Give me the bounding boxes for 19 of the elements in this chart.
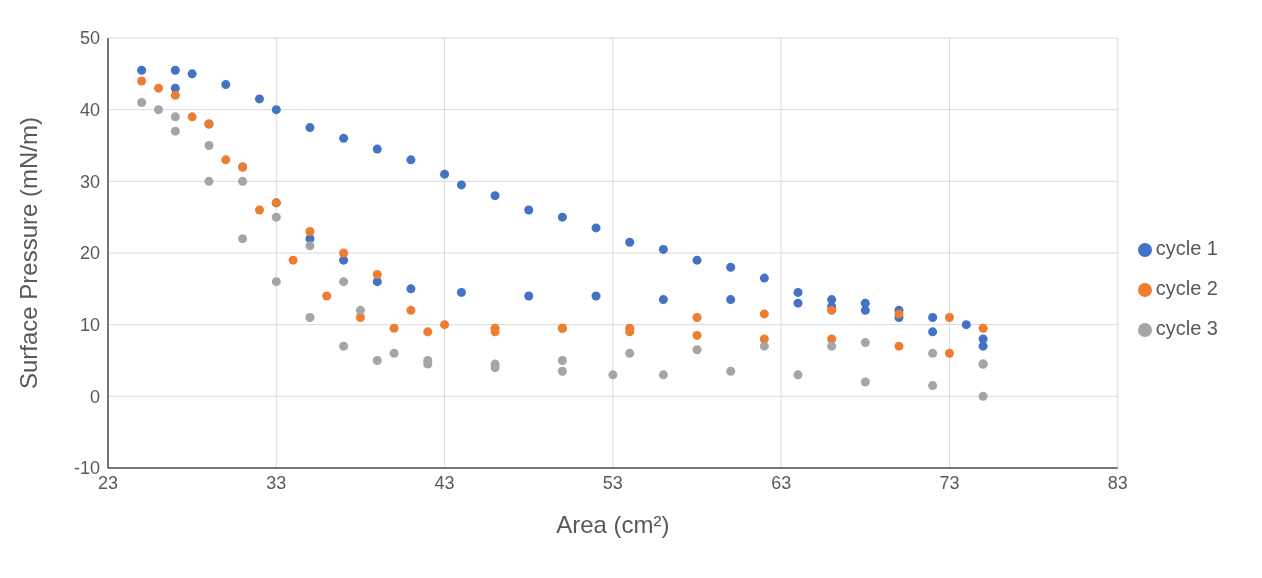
y-tick-label: 20 bbox=[79, 243, 100, 264]
y-tick-label: 50 bbox=[79, 28, 100, 49]
legend-label: cycle 1 bbox=[1155, 237, 1218, 259]
y-tick-label: 0 bbox=[89, 386, 100, 407]
y-tick-label: 30 bbox=[79, 171, 100, 192]
x-tick-label: 23 bbox=[97, 472, 119, 493]
x-axis-title: Area (cm²) bbox=[556, 511, 670, 538]
x-tick-label: 43 bbox=[434, 472, 455, 493]
y-tick-label: -10 bbox=[73, 458, 100, 479]
legend-label: cycle 3 bbox=[1155, 317, 1218, 339]
y-tick-label: 40 bbox=[79, 100, 100, 121]
x-tick-label: 63 bbox=[771, 472, 792, 493]
y-axis-title: Surface Pressure (mN/m) bbox=[14, 116, 42, 390]
y-tick-label: 10 bbox=[79, 315, 100, 336]
x-tick-label: 53 bbox=[602, 472, 623, 493]
x-tick-label: 83 bbox=[1107, 472, 1128, 493]
x-tick-label: 73 bbox=[939, 472, 960, 493]
x-tick-label: 33 bbox=[266, 472, 287, 493]
legend-label: cycle 2 bbox=[1155, 277, 1218, 299]
